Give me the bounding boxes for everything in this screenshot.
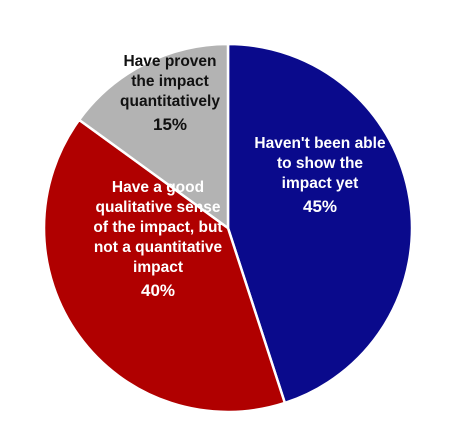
slice-label-2: Have a good qualitative sense of the impac… [93,179,222,300]
pie-slice-3 [77,42,230,231]
slice-2-label-line-4: not a quantitative [94,239,223,256]
pie-slice-1 [226,42,414,405]
slice-1-value-label: 45% [303,197,337,216]
slice-3-value-label: 15% [153,115,187,134]
slice-label-1: Haven't been able to show the impact yet 45… [254,135,386,216]
slice-2-label-line-1: Have a good [112,179,204,196]
slice-2-label-line-5: impact [133,259,183,276]
pie-slice-2 [42,118,287,414]
slice-3-label-line-1: Have proven [123,53,216,70]
slice-1-label-line-3: impact yet [282,175,359,192]
slice-2-label-line-2: qualitative sense [96,199,221,216]
slice-2-value-label: 40% [141,281,175,300]
slice-3-label-line-2: the impact [131,73,209,90]
slices-layer [42,42,414,414]
slice-1-label-line-2: to show the [277,155,363,172]
slice-1-label-line-1: Haven't been able [254,135,386,152]
slice-2-label-line-3: of the impact, but [93,219,222,236]
labels-layer: Haven't been able to show the impact yet 45… [93,53,386,300]
slice-3-label-line-3: quantitatively [120,93,220,110]
slice-label-3: Have proven the impact quantitatively 15% [120,53,220,134]
